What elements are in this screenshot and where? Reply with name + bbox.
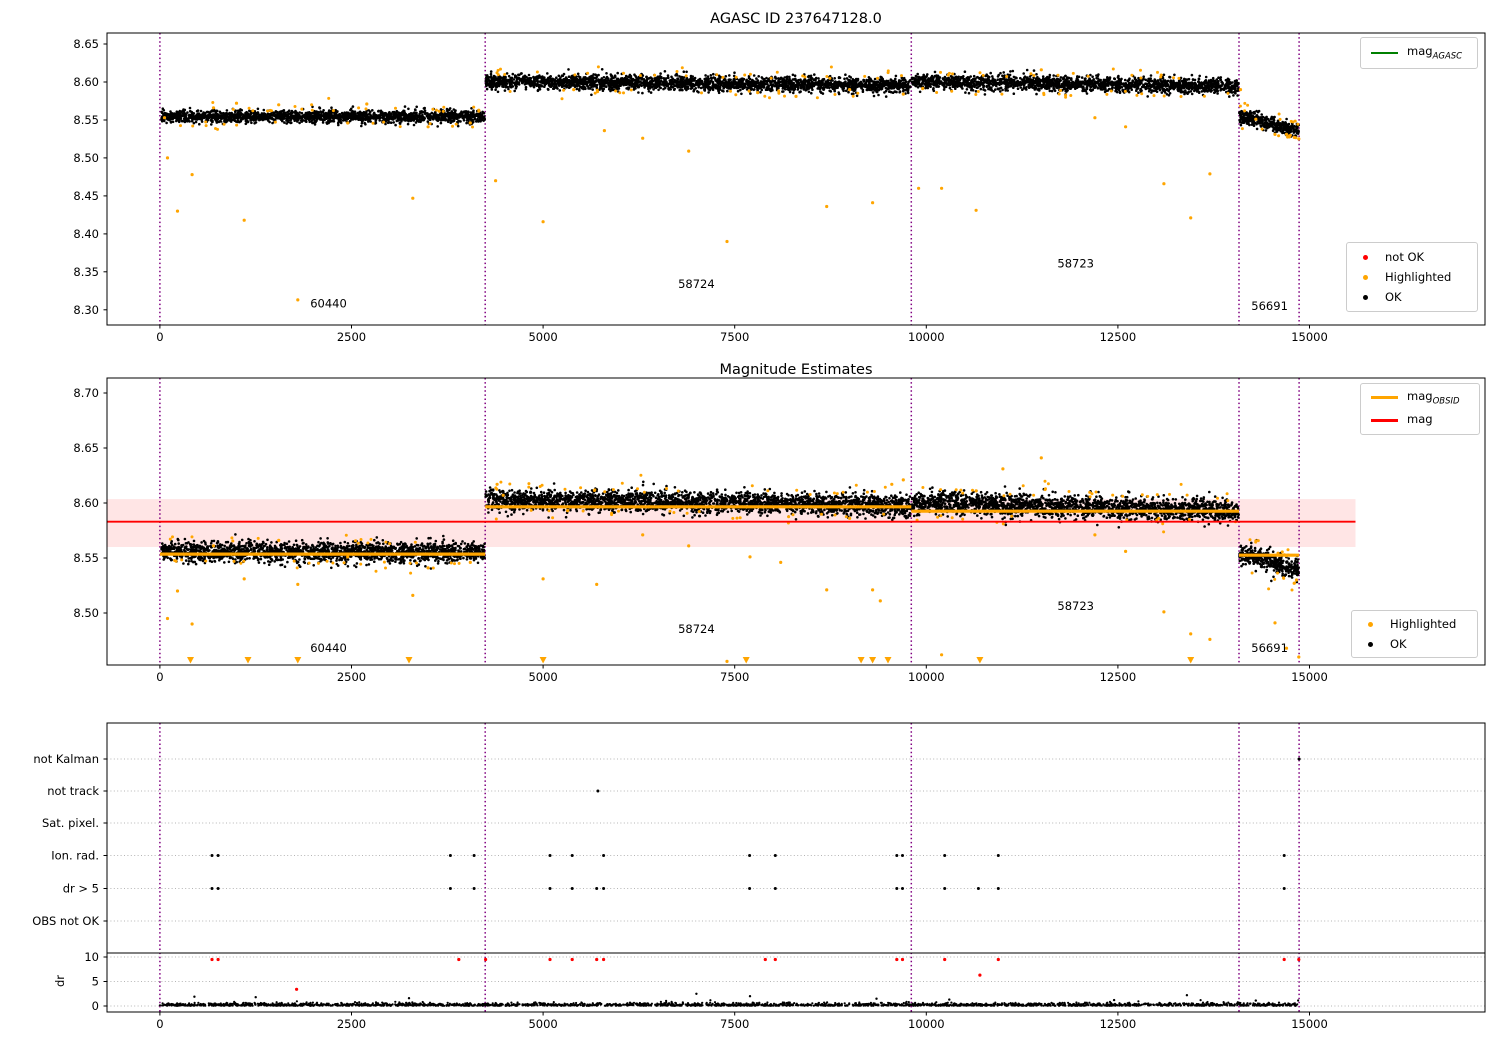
legend-label: Highlighted xyxy=(1385,270,1452,284)
mag-line-swatch xyxy=(1371,419,1398,422)
legend-mid-markers: Highlighted OK xyxy=(1351,610,1478,658)
not-ok-dot-swatch xyxy=(1363,254,1368,260)
legend-row-not-ok: not OK xyxy=(1357,250,1467,264)
legend-row-highlighted: Highlighted xyxy=(1357,270,1467,284)
legend-row-highlighted: Highlighted xyxy=(1362,617,1467,631)
legend-mag-agasc: magAGASC xyxy=(1360,37,1478,69)
legend-label: OK xyxy=(1385,290,1402,304)
mag-agasc-line-swatch xyxy=(1371,51,1398,55)
legend-row-mag-obsid: magOBSID xyxy=(1371,389,1469,406)
mag-obsid-line-swatch xyxy=(1371,395,1398,400)
legend-label: magOBSID xyxy=(1407,388,1460,406)
legend-label: not OK xyxy=(1385,250,1425,264)
legend-label: OK xyxy=(1390,637,1407,651)
legend-mag-lines: magOBSID mag xyxy=(1360,383,1480,435)
ok-dot-swatch xyxy=(1368,641,1373,647)
highlighted-dot-swatch xyxy=(1363,274,1368,280)
legend-row-ok: OK xyxy=(1362,637,1467,651)
legend-row-ok: OK xyxy=(1357,290,1467,304)
legend-top-markers: not OK Highlighted OK xyxy=(1346,242,1478,312)
top-plot-title: AGASC ID 237647128.0 xyxy=(710,11,882,27)
highlighted-dot-swatch xyxy=(1368,621,1373,627)
legend-row-mag-agasc: magAGASC xyxy=(1371,44,1467,62)
middle-plot-title: Magnitude Estimates xyxy=(719,362,873,378)
legend-label: mag xyxy=(1407,412,1433,426)
ok-dot-swatch xyxy=(1363,294,1368,300)
legend-row-mag: mag xyxy=(1371,412,1469,429)
legend-label: Highlighted xyxy=(1390,617,1457,631)
legend-label: magAGASC xyxy=(1407,44,1463,62)
